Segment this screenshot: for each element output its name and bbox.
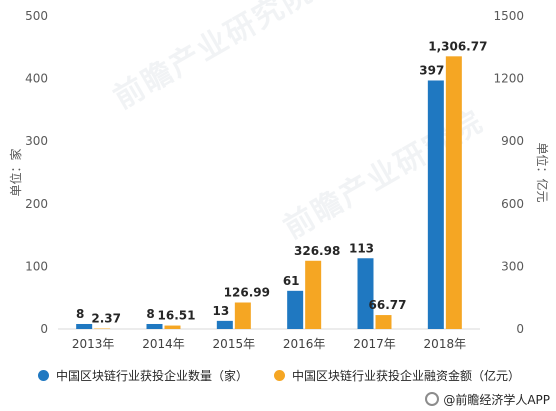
y-tick-right: 1200: [493, 72, 524, 86]
bar-count: [216, 320, 233, 329]
bar-count: [357, 258, 374, 329]
x-tick-label: 2014年: [142, 337, 185, 351]
data-label-count: 113: [349, 241, 374, 255]
y-tick-left: 100: [25, 259, 48, 273]
bar-count: [76, 323, 93, 329]
data-label-count: 61: [283, 274, 300, 288]
y-tick-right: 900: [501, 134, 524, 148]
bar-amount: [375, 315, 392, 329]
x-tick-label: 2015年: [213, 337, 256, 351]
y-tick-left: 500: [25, 9, 48, 23]
legend-item-count: 中国区块链行业获投企业数量（家）: [38, 367, 248, 384]
bar-amount: [305, 260, 322, 329]
bar-count: [146, 323, 163, 329]
data-label-count: 8: [146, 307, 154, 321]
x-tick-label: 2017年: [353, 337, 396, 351]
bar-amount: [445, 56, 462, 330]
data-label-count: 13: [212, 304, 229, 318]
chart-plot: 0 100 200 300 400 500 0 300 600 900 1200 1500 单位：家 单位…: [8, 9, 550, 351]
data-label-amount: 126.99: [224, 286, 270, 300]
x-tick-label: 2018年: [424, 337, 467, 351]
y-tick-right: 1500: [493, 9, 524, 23]
data-label-amount: 2.37: [91, 312, 121, 326]
x-tick-label: 2016年: [283, 337, 326, 351]
data-label-count: 397: [419, 63, 444, 77]
legend-swatch-count: [38, 369, 49, 381]
brand-text: @前瞻经济学人APP: [443, 392, 550, 407]
legend: 中国区块链行业获投企业数量（家） 中国区块链行业获投企业融资金额（亿元）: [38, 364, 546, 386]
y-tick-right: 0: [516, 322, 524, 336]
y-axis-title-left: 单位：家: [8, 148, 23, 196]
bar-amount: [234, 302, 251, 329]
y-axis-title-right: 单位：亿元: [535, 142, 550, 202]
bar-count: [287, 290, 304, 329]
legend-label-amount: 中国区块链行业获投企业融资金额（亿元）: [292, 368, 521, 383]
data-label-amount: 16.51: [158, 309, 196, 323]
y-tick-left: 400: [25, 72, 48, 86]
data-label-amount: 1,306.77: [428, 39, 487, 53]
brand-footer: @前瞻经济学人APP: [425, 389, 550, 409]
x-tick-label: 2013年: [72, 337, 115, 351]
y-tick-right: 300: [501, 259, 524, 273]
y-tick-right: 600: [501, 197, 524, 211]
bar-amount: [164, 325, 181, 329]
y-tick-left: 200: [25, 197, 48, 211]
legend-label-count: 中国区块链行业获投企业数量（家）: [56, 368, 249, 383]
legend-swatch-amount: [274, 369, 286, 381]
data-label-amount: 326.98: [294, 244, 340, 258]
data-label-amount: 66.77: [369, 298, 407, 312]
y-tick-left: 300: [25, 134, 48, 148]
camera-icon: [425, 392, 440, 406]
bar-count: [427, 80, 444, 329]
legend-item-amount: 中国区块链行业获投企业融资金额（亿元）: [274, 367, 520, 384]
data-label-count: 8: [76, 307, 84, 321]
y-tick-left: 0: [40, 322, 48, 336]
